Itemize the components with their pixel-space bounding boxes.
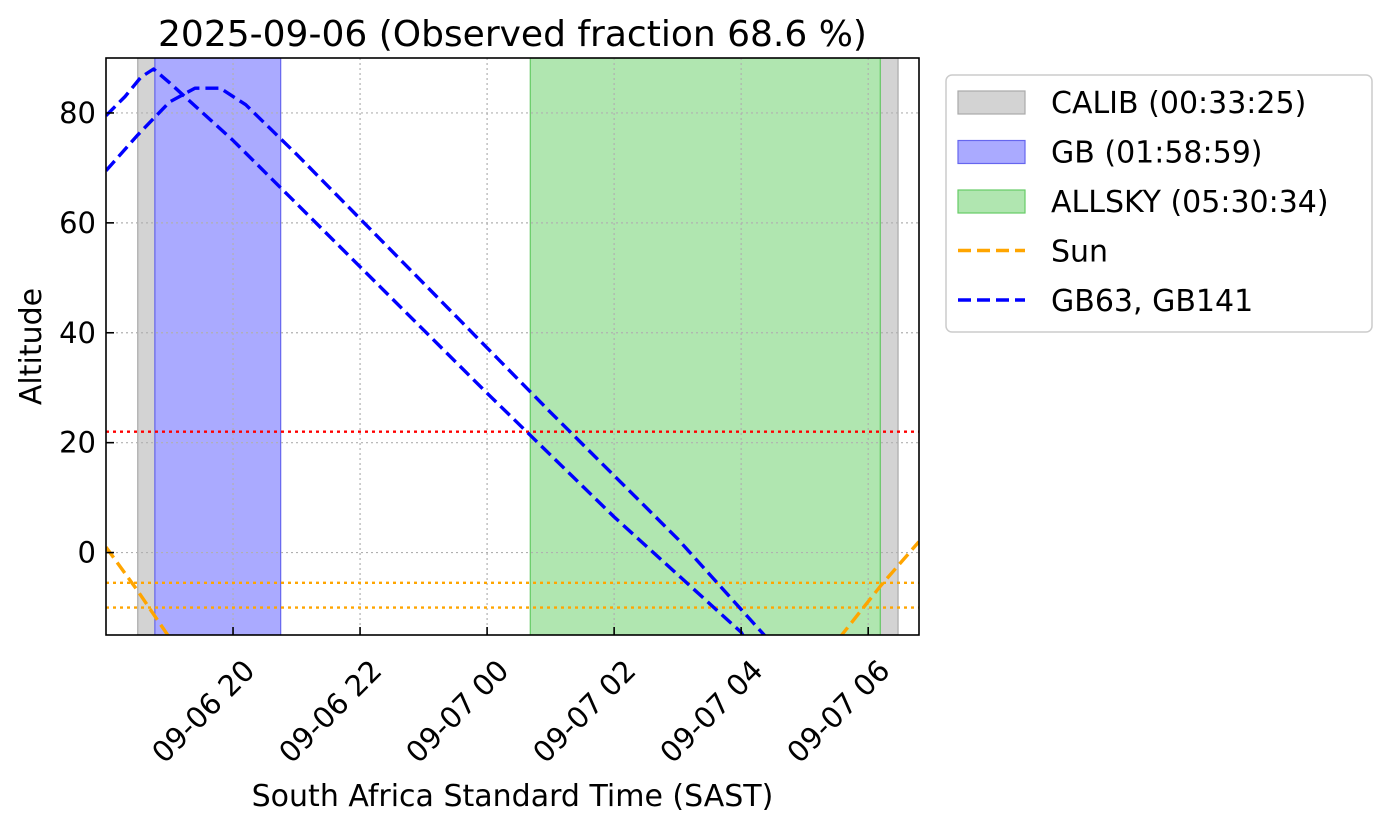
y-axis-label: Altitude — [14, 288, 49, 405]
series-1-curve-1 — [106, 86, 767, 635]
x-tick-label-1: 09-06 22 — [272, 653, 388, 769]
span-2-0 — [529, 58, 881, 635]
legend-swatch-1 — [957, 139, 1026, 165]
observation-spans — [137, 58, 899, 635]
legend-box — [945, 74, 1373, 333]
series-1-curve-0 — [106, 67, 745, 635]
span-0-1 — [879, 58, 899, 635]
series-0-curve-1 — [839, 540, 919, 635]
plot-frame — [105, 57, 920, 636]
y-tick-label-3: 60 — [59, 206, 96, 240]
legend-label-3: Sun — [1051, 235, 1108, 270]
legend-swatch-0 — [957, 90, 1026, 115]
legend-label-1: GB (01:58:59) — [1051, 136, 1263, 171]
x-tick-label-4: 09-07 04 — [653, 653, 769, 769]
y-tick-label-1: 20 — [59, 426, 96, 460]
span-0-0 — [137, 58, 156, 635]
y-tick-label-2: 40 — [59, 316, 96, 350]
legend-label-2: ALLSKY (05:30:34) — [1051, 185, 1329, 220]
chart-title: 2025-09-06 (Observed fraction 68.6 %) — [158, 14, 867, 55]
x-tick-label-3: 09-07 02 — [526, 653, 642, 769]
x-tick-label-0: 09-06 20 — [145, 653, 261, 769]
x-axis-label: South Africa Standard Time (SAST) — [252, 779, 774, 814]
span-1-0 — [154, 58, 282, 635]
legend-swatch-2 — [957, 189, 1026, 214]
legend: CALIB (00:33:25) GB (01:58:59) ALLSKY (05:… — [945, 74, 1373, 333]
y-tick-label-4: 80 — [59, 96, 96, 130]
x-tick-label-5: 09-07 06 — [780, 653, 896, 769]
x-tick-label-2: 09-07 00 — [399, 653, 515, 769]
y-tick-label-0: 0 — [78, 536, 96, 570]
reference-lines — [106, 430, 919, 609]
grid — [106, 58, 919, 635]
altitude-curves — [106, 67, 919, 635]
legend-label-0: CALIB (00:33:25) — [1051, 86, 1306, 121]
legend-label-4: GB63, GB141 — [1051, 284, 1253, 319]
